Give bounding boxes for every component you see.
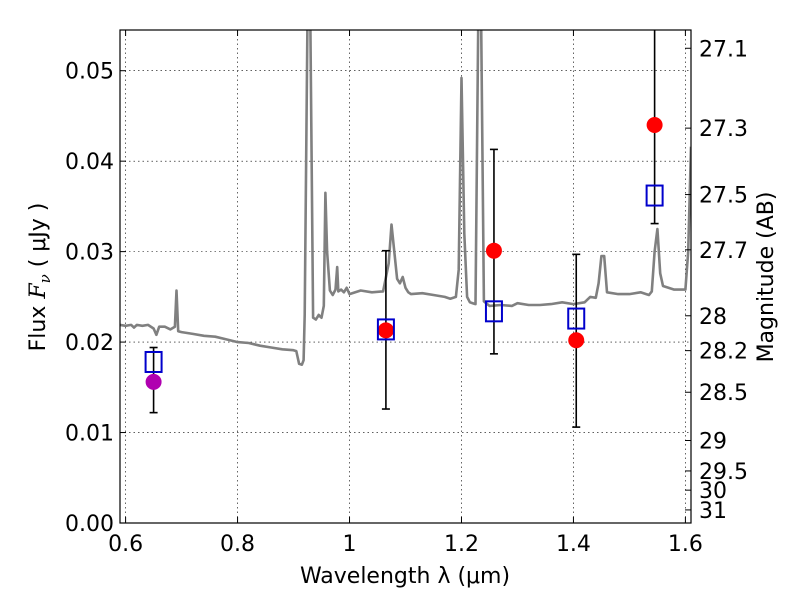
- mag-tick-label: 29: [699, 430, 727, 455]
- data-point-square: [144, 350, 163, 373]
- x-axis-title: Wavelength λ (μm): [300, 564, 510, 589]
- plot-frame: [119, 29, 692, 524]
- x-tick-label: 1.4: [556, 532, 591, 557]
- errorbar-layer: [149, 30, 659, 428]
- y-tick-label: 0.05: [65, 60, 114, 85]
- tick-layer: 0.6 0.8 1 1.2 1.4 1.6 0.00 0.01 0.02 0.03 0.04 0.05…: [65, 30, 748, 557]
- mag-tick-label: 28: [699, 305, 727, 330]
- mag-tick-label: 30: [699, 479, 727, 504]
- x-tick-label: 1.6: [668, 532, 703, 557]
- y-axis-right-title: Magnitude (AB): [754, 192, 779, 363]
- sed-model-layer: [120, 30, 691, 366]
- mag-tick-label: 28.2: [699, 340, 748, 365]
- data-point-circle: [485, 242, 502, 259]
- y-tick-label: 0.00: [65, 512, 114, 537]
- mag-tick-label: 27.1: [699, 37, 748, 62]
- x-tick-label: 0.8: [220, 532, 255, 557]
- mag-tick-label: 27.5: [699, 184, 748, 209]
- y-axis-title: Flux Fν ( μJy ): [26, 203, 54, 352]
- x-tick-label: 0.6: [108, 532, 143, 557]
- y-tick-label: 0.02: [65, 331, 114, 356]
- y-tick-label: 0.04: [65, 150, 114, 175]
- y-tick-label: 0.03: [65, 241, 114, 266]
- y-tick-label: 0.01: [65, 422, 114, 447]
- x-tick-label: 1: [343, 532, 357, 557]
- mag-tick-label: 29.5: [699, 460, 748, 485]
- mag-tick-label: 28.5: [699, 381, 748, 406]
- mag-tick-label: 31: [699, 499, 727, 524]
- marker-layer: [144, 116, 664, 390]
- data-point-square: [376, 318, 395, 341]
- mag-tick-label: 27.7: [699, 239, 748, 264]
- data-point-circle: [568, 332, 585, 349]
- x-tick-label: 1.2: [444, 532, 479, 557]
- sed-model-line: [120, 30, 691, 366]
- data-point-square: [645, 184, 664, 207]
- data-point-square: [484, 300, 503, 323]
- data-point-circle: [377, 322, 394, 339]
- data-point-square: [567, 307, 586, 330]
- data-point-circle: [145, 373, 162, 390]
- data-point-circle: [646, 116, 663, 133]
- mag-tick-label: 27.3: [699, 117, 748, 142]
